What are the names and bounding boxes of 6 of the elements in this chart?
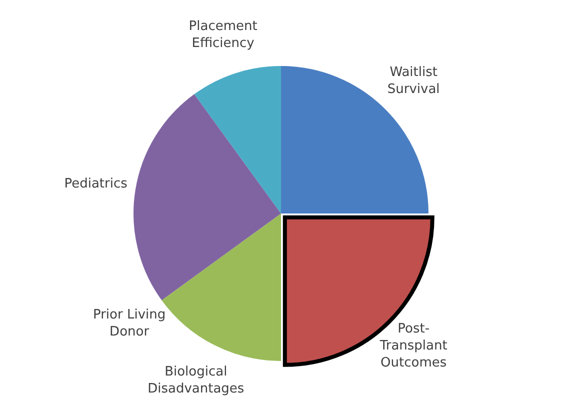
slice-label: Waitlist Survival bbox=[387, 64, 440, 97]
category-label: Prior Living Donor bbox=[92, 308, 166, 340]
slice-label: Post-Transplant Outcomes bbox=[378, 321, 448, 370]
slice-label: Biological Disadvantages bbox=[148, 364, 244, 396]
slice-label: Pediatrics bbox=[64, 176, 128, 192]
slice-label: Placement Efficiency bbox=[188, 19, 258, 52]
